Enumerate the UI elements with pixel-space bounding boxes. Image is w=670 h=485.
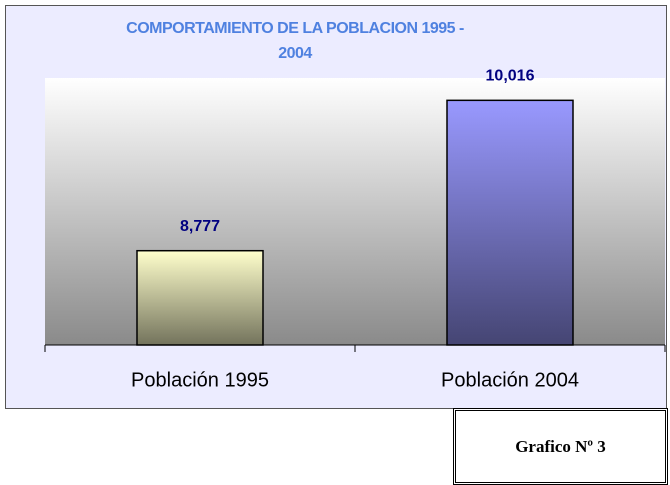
caption: Grafico Nº 3 bbox=[453, 408, 668, 485]
bar bbox=[446, 99, 574, 346]
bar bbox=[136, 249, 264, 346]
x-tick-label: Población 1995 bbox=[131, 369, 269, 391]
x-tick-label: Población 2004 bbox=[441, 369, 579, 391]
value-label: 8,777 bbox=[180, 218, 220, 235]
chart: Población 1995 8,777 Población 2004 10,016 bbox=[44, 68, 666, 391]
value-label: 10,016 bbox=[486, 68, 535, 85]
chart-title: COMPORTAMIENTO DE LA POBLACION 1995 - 20… bbox=[126, 20, 464, 62]
